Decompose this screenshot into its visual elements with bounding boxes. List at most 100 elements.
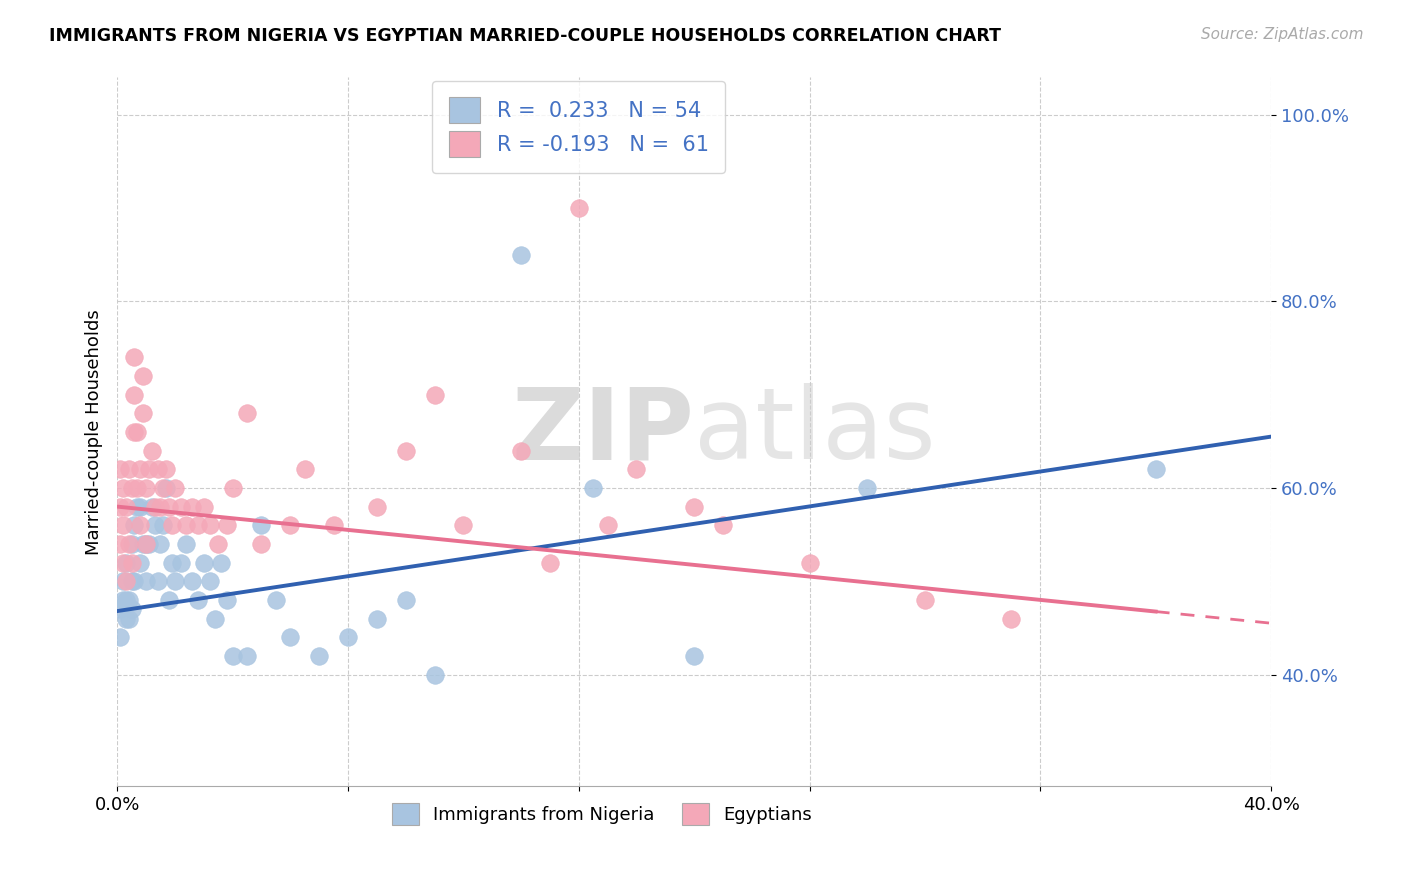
Point — [138, 462, 160, 476]
Point — [129, 518, 152, 533]
Point — [395, 593, 418, 607]
Point — [596, 518, 619, 533]
Point — [176, 518, 198, 533]
Y-axis label: Married-couple Households: Married-couple Households — [86, 310, 103, 555]
Point — [121, 481, 143, 495]
Point — [132, 406, 155, 420]
Point — [111, 481, 134, 495]
Point — [108, 537, 131, 551]
Point — [135, 537, 157, 551]
Point — [115, 556, 138, 570]
Point — [115, 593, 138, 607]
Point — [124, 387, 146, 401]
Point — [118, 537, 141, 551]
Point — [221, 648, 243, 663]
Point — [143, 500, 166, 514]
Point — [914, 593, 936, 607]
Point — [152, 518, 174, 533]
Point — [163, 481, 186, 495]
Point — [121, 537, 143, 551]
Point — [453, 518, 475, 533]
Point — [683, 500, 706, 514]
Point — [124, 425, 146, 439]
Point — [169, 500, 191, 514]
Point — [163, 574, 186, 589]
Point — [198, 518, 221, 533]
Point — [127, 500, 149, 514]
Point — [124, 518, 146, 533]
Point — [322, 518, 344, 533]
Point — [366, 611, 388, 625]
Point — [108, 602, 131, 616]
Point — [149, 537, 172, 551]
Point — [108, 630, 131, 644]
Point — [336, 630, 359, 644]
Point — [115, 574, 138, 589]
Point — [141, 500, 163, 514]
Point — [711, 518, 734, 533]
Point — [215, 518, 238, 533]
Point — [626, 462, 648, 476]
Point — [108, 462, 131, 476]
Legend: Immigrants from Nigeria, Egyptians: Immigrants from Nigeria, Egyptians — [382, 794, 821, 834]
Point — [115, 611, 138, 625]
Text: ZIP: ZIP — [512, 384, 695, 481]
Point — [155, 462, 177, 476]
Point — [111, 556, 134, 570]
Point — [181, 500, 204, 514]
Point — [236, 648, 259, 663]
Point — [294, 462, 316, 476]
Point — [111, 593, 134, 607]
Point — [423, 387, 446, 401]
Point — [198, 574, 221, 589]
Point — [204, 611, 226, 625]
Point — [423, 667, 446, 681]
Point — [146, 462, 169, 476]
Point — [127, 481, 149, 495]
Point — [308, 648, 330, 663]
Point — [395, 443, 418, 458]
Point — [209, 556, 232, 570]
Point — [582, 481, 605, 495]
Point — [510, 443, 533, 458]
Point — [181, 574, 204, 589]
Point — [143, 518, 166, 533]
Point — [207, 537, 229, 551]
Point — [221, 481, 243, 495]
Point — [278, 630, 301, 644]
Point — [152, 481, 174, 495]
Point — [683, 648, 706, 663]
Point — [108, 500, 131, 514]
Point — [264, 593, 287, 607]
Point — [155, 481, 177, 495]
Point — [129, 500, 152, 514]
Point — [799, 556, 821, 570]
Point — [169, 556, 191, 570]
Point — [124, 574, 146, 589]
Point — [510, 248, 533, 262]
Text: IMMIGRANTS FROM NIGERIA VS EGYPTIAN MARRIED-COUPLE HOUSEHOLDS CORRELATION CHART: IMMIGRANTS FROM NIGERIA VS EGYPTIAN MARR… — [49, 27, 1001, 45]
Point — [215, 593, 238, 607]
Point — [135, 481, 157, 495]
Point — [132, 537, 155, 551]
Point — [193, 500, 215, 514]
Point — [115, 500, 138, 514]
Point — [149, 500, 172, 514]
Point — [141, 443, 163, 458]
Text: Source: ZipAtlas.com: Source: ZipAtlas.com — [1201, 27, 1364, 42]
Point — [111, 574, 134, 589]
Point — [176, 537, 198, 551]
Point — [187, 593, 209, 607]
Point — [250, 537, 273, 551]
Point — [193, 556, 215, 570]
Point — [127, 425, 149, 439]
Point — [118, 593, 141, 607]
Point — [111, 518, 134, 533]
Point — [135, 574, 157, 589]
Point — [129, 462, 152, 476]
Text: atlas: atlas — [695, 384, 936, 481]
Point — [129, 556, 152, 570]
Point — [538, 556, 561, 570]
Point — [118, 611, 141, 625]
Point — [157, 593, 180, 607]
